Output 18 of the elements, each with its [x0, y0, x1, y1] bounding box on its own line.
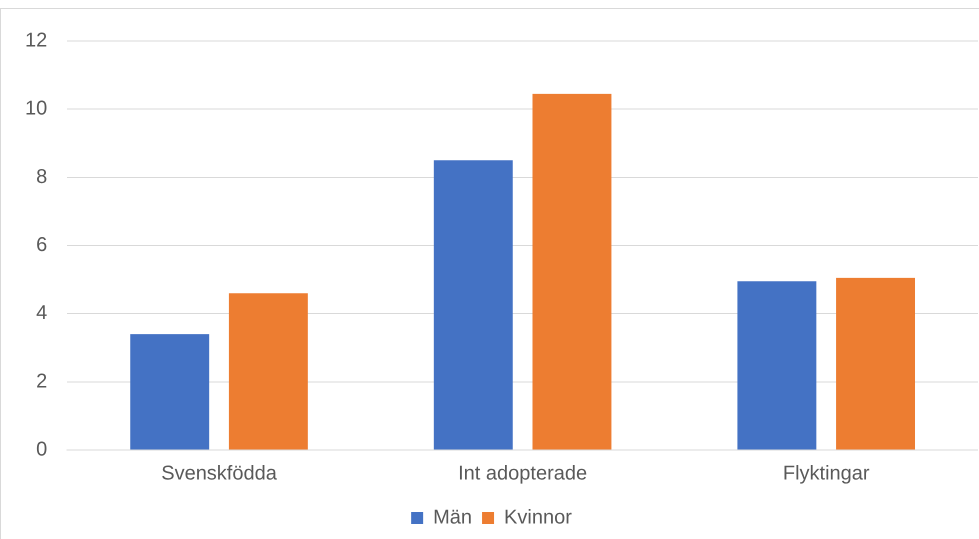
- legend-label: Kvinnor: [504, 506, 572, 529]
- x-tick-label: Svenskfödda: [161, 462, 278, 485]
- y-tick-label: 2: [36, 370, 48, 392]
- y-tick-label: 10: [24, 98, 48, 120]
- x-tick-label: Flyktingar: [782, 462, 870, 485]
- y-tick-label: 4: [36, 302, 48, 324]
- x-tick-label: Int adopterade: [458, 462, 588, 485]
- y-tick-label: 8: [36, 166, 48, 188]
- legend-label: Män: [433, 506, 472, 529]
- bar: [836, 278, 916, 450]
- bar: [532, 94, 612, 450]
- bar: [434, 160, 513, 450]
- y-tick-label: 12: [24, 30, 48, 52]
- y-tick-label: 6: [36, 234, 48, 256]
- bar: [228, 293, 308, 450]
- bar: [130, 334, 210, 450]
- bar: [737, 281, 816, 450]
- y-tick-label: 0: [36, 438, 48, 461]
